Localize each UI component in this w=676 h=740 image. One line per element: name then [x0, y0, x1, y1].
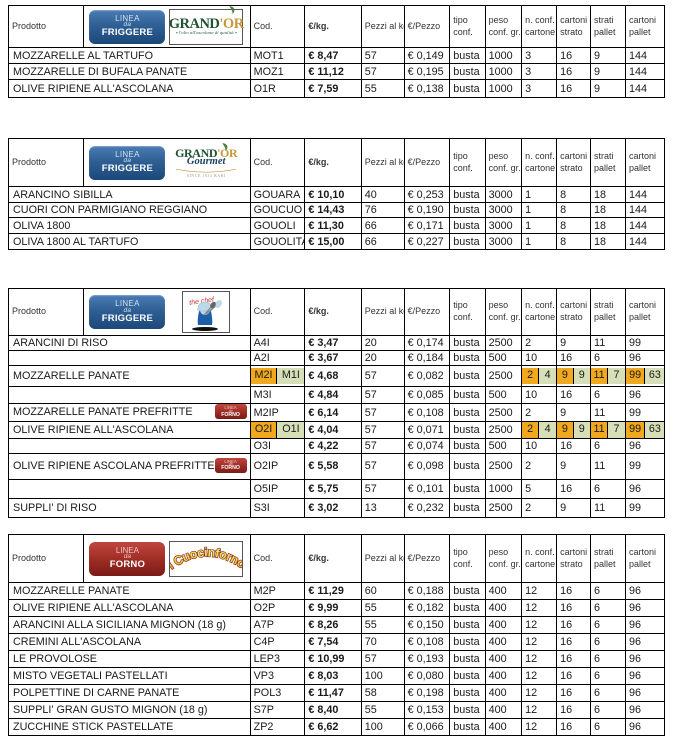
svg-text:i Cuocinforno: i Cuocinforno — [170, 545, 242, 572]
